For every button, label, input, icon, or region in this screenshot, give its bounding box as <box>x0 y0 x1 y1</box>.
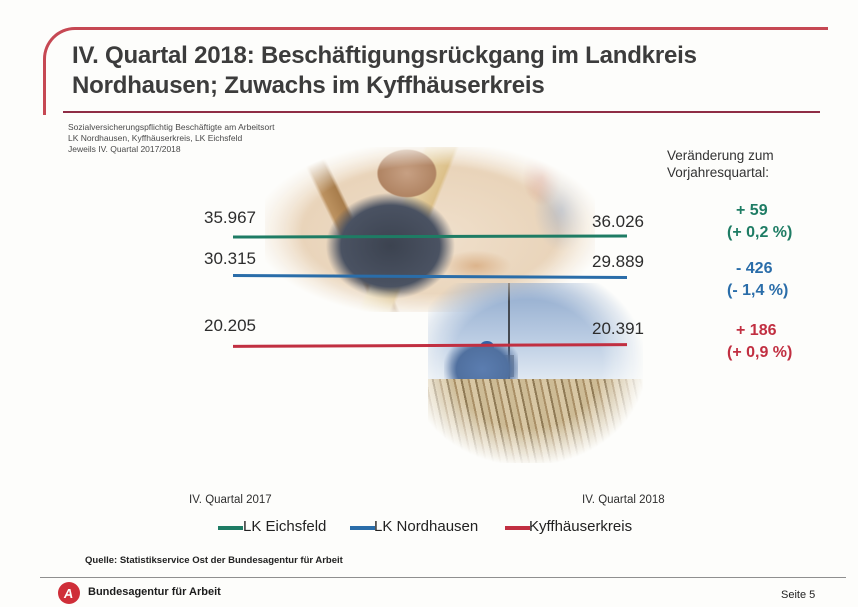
photo-construction-worker <box>428 283 643 463</box>
change-nordhausen-pct: (- 1,4 %) <box>727 282 789 299</box>
value-kyffhaeuser-2017: 20.205 <box>204 316 256 335</box>
change-eichsfeld-pct: (+ 0,2 %) <box>727 224 793 241</box>
page-title-line2: Nordhausen; Zuwachs im Kyffhäuserkreis <box>72 72 545 99</box>
legend-dash-kyffhaeuser <box>505 526 530 530</box>
bundesagentur-logo-icon: A <box>58 582 80 604</box>
axis-label-2017: IV. Quartal 2017 <box>189 494 272 506</box>
subtitle-line1: Sozialversicherungspflichtig Beschäftigt… <box>68 122 275 132</box>
legend-dash-nordhausen <box>350 526 375 530</box>
value-nordhausen-2018: 29.889 <box>592 252 644 271</box>
footer-brand: Bundesagentur für Arbeit <box>88 586 221 598</box>
legend-label-eichsfeld: LK Eichsfeld <box>243 518 327 535</box>
page-title: IV. Quartal 2018: Beschäftigungsrückgang… <box>72 41 812 101</box>
chart-subtitle: Sozialversicherungspflichtig Beschäftigt… <box>68 122 274 155</box>
axis-label-2018: IV. Quartal 2018 <box>582 494 665 506</box>
change-kyffhaeuser-pct: (+ 0,9 %) <box>727 344 793 361</box>
change-heading-line2: Vorjahresquartal: <box>667 165 770 180</box>
change-nordhausen-abs: - 426 <box>736 260 773 277</box>
rebar-grid <box>428 379 643 463</box>
legend-label-nordhausen: LK Nordhausen <box>374 518 479 535</box>
logo-letter: A <box>63 585 75 601</box>
footer-divider <box>40 577 846 578</box>
value-nordhausen-2017: 30.315 <box>204 249 256 268</box>
title-underline <box>63 111 820 113</box>
subtitle-line2: LK Nordhausen, Kyffhäuserkreis, LK Eichs… <box>68 133 243 143</box>
change-eichsfeld-abs: + 59 <box>736 202 768 219</box>
page-number: Seite 5 <box>781 589 816 601</box>
legend-label-kyffhaeuser: Kyffhäuserkreis <box>529 518 633 535</box>
change-eichsfeld: + 59 (+ 0,2 %) <box>727 200 792 244</box>
page-title-line1: IV. Quartal 2018: Beschäftigungsrückgang… <box>72 42 697 69</box>
change-heading-line1: Veränderung zum <box>667 148 774 163</box>
value-eichsfeld-2018: 36.026 <box>592 212 644 231</box>
value-eichsfeld-2017: 35.967 <box>204 208 256 227</box>
header-accent-frame <box>43 27 828 115</box>
change-kyffhaeuser: + 186 (+ 0,9 %) <box>727 320 792 364</box>
change-nordhausen: - 426 (- 1,4 %) <box>727 258 788 302</box>
source-note: Quelle: Statistikservice Ost der Bundesa… <box>85 555 343 566</box>
subtitle-line3: Jeweils IV. Quartal 2017/2018 <box>68 144 181 154</box>
crane-icon <box>508 283 510 395</box>
change-kyffhaeuser-abs: + 186 <box>736 322 777 339</box>
legend-dash-eichsfeld <box>218 526 243 530</box>
change-panel-heading: Veränderung zum Vorjahresquartal: <box>667 147 774 181</box>
value-kyffhaeuser-2018: 20.391 <box>592 319 644 338</box>
